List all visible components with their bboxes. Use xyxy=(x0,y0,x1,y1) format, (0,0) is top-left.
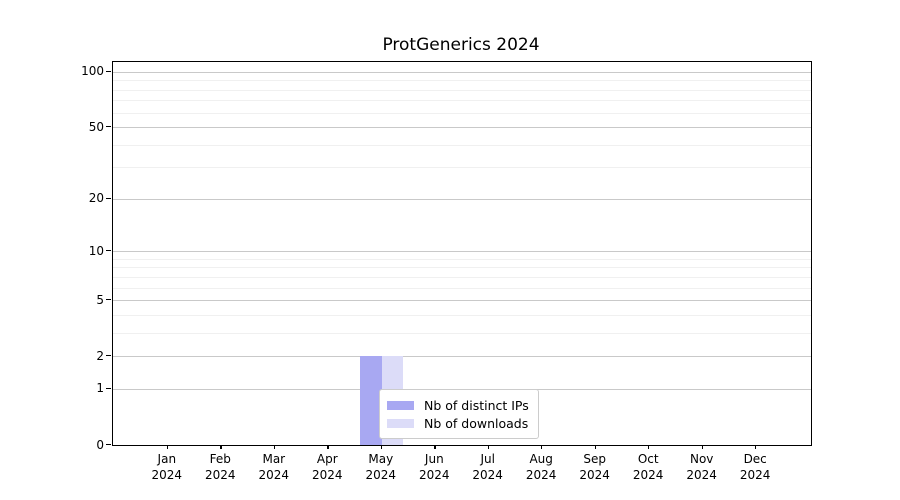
x-tick-label: Mar 2024 xyxy=(242,451,306,483)
y-tick-mark xyxy=(106,299,111,301)
x-tick-mark xyxy=(701,445,703,449)
x-tick-label: Oct 2024 xyxy=(616,451,680,483)
gridline-minor xyxy=(113,276,811,278)
x-tick-mark xyxy=(541,445,543,449)
x-tick-year: 2024 xyxy=(258,468,290,482)
gridline-minor xyxy=(113,258,811,260)
x-tick-label: Feb 2024 xyxy=(188,451,252,483)
y-tick-label: 0 xyxy=(96,437,104,452)
x-tick-year: 2024 xyxy=(472,468,503,482)
gridline-minor xyxy=(113,314,811,316)
x-tick-month: Dec xyxy=(743,452,767,466)
gridline-major xyxy=(113,251,811,253)
x-tick-label: Jun 2024 xyxy=(402,451,466,483)
y-tick-label: 50 xyxy=(88,119,104,134)
x-tick-month: Jun xyxy=(424,452,444,466)
x-tick-year: 2024 xyxy=(151,468,183,482)
x-tick-year: 2024 xyxy=(579,468,610,482)
x-tick-mark xyxy=(487,445,489,449)
x-tick-label: Aug 2024 xyxy=(509,451,573,483)
x-tick-label: Jul 2024 xyxy=(456,451,520,483)
y-tick-mark xyxy=(106,444,111,446)
gridline-minor xyxy=(113,267,811,269)
x-tick-month: Feb xyxy=(209,452,231,466)
y-tick-mark xyxy=(106,197,111,200)
legend-item: Nb of downloads xyxy=(387,414,529,432)
gridline-major xyxy=(113,300,811,302)
legend-label: Nb of downloads xyxy=(424,415,529,431)
y-tick-label: 20 xyxy=(88,191,104,206)
x-tick-mark xyxy=(594,445,596,449)
legend-item: Nb of distinct IPs xyxy=(387,396,529,414)
plot-area: Nb of distinct IPs Nb of downloads xyxy=(112,61,812,446)
y-tick-label: 2 xyxy=(96,348,104,363)
x-tick-year: 2024 xyxy=(365,468,397,482)
y-tick-mark xyxy=(106,70,111,73)
x-tick-label: Sep 2024 xyxy=(563,451,627,483)
x-tick-year: 2024 xyxy=(419,468,450,482)
x-tick-year: 2024 xyxy=(205,468,236,482)
gridline-minor xyxy=(113,144,811,146)
gridline-minor xyxy=(113,287,811,289)
x-tick-label: Dec 2024 xyxy=(723,451,787,483)
gridline-major xyxy=(113,127,811,128)
gridline-major xyxy=(113,356,811,358)
x-tick-year: 2024 xyxy=(312,468,343,482)
x-tick-year: 2024 xyxy=(686,468,717,482)
bar-nb-of-distinct-ips xyxy=(360,356,382,445)
x-tick-month: Jul xyxy=(480,452,495,466)
x-tick-month: Sep xyxy=(583,452,606,466)
x-tick-mark xyxy=(327,445,329,449)
x-tick-year: 2024 xyxy=(739,468,771,482)
gridline-major xyxy=(113,198,811,200)
x-tick-label: May 2024 xyxy=(349,451,413,483)
x-tick-month: May xyxy=(368,452,394,466)
x-tick-month: Mar xyxy=(262,452,286,466)
x-tick-mark xyxy=(273,445,276,449)
legend: Nb of distinct IPs Nb of downloads xyxy=(379,389,539,439)
legend-swatch xyxy=(387,400,414,410)
x-tick-mark xyxy=(434,445,436,449)
gridline-minor xyxy=(113,167,811,169)
y-tick-mark xyxy=(106,355,111,357)
x-tick-label: Nov 2024 xyxy=(670,451,734,483)
x-tick-label: Jan 2024 xyxy=(135,451,199,483)
legend-swatch xyxy=(387,418,414,428)
gridline-major xyxy=(113,71,811,73)
legend-label: Nb of distinct IPs xyxy=(424,397,529,413)
x-tick-mark xyxy=(380,445,383,449)
y-tick-mark xyxy=(106,387,111,390)
y-tick-label: 10 xyxy=(88,243,104,258)
gridline-minor xyxy=(113,100,811,102)
x-tick-month: Oct xyxy=(637,452,659,466)
x-tick-month: Apr xyxy=(316,452,338,466)
chart-title: ProtGenerics 2024 xyxy=(382,35,540,55)
gridline-minor xyxy=(113,80,811,82)
y-tick-label: 100 xyxy=(81,64,104,79)
y-tick-mark xyxy=(106,250,111,252)
x-tick-month: Aug xyxy=(529,452,553,466)
gridline-minor xyxy=(113,332,811,334)
x-tick-year: 2024 xyxy=(525,468,557,482)
gridline-minor xyxy=(113,112,811,114)
x-tick-mark xyxy=(220,445,222,449)
y-tick-label: 1 xyxy=(96,381,104,396)
y-tick-mark xyxy=(106,126,111,128)
y-tick-label: 5 xyxy=(96,292,104,307)
gridline-minor xyxy=(113,89,811,91)
x-tick-month: Jan xyxy=(157,452,177,466)
x-tick-mark xyxy=(648,445,650,449)
x-tick-label: Apr 2024 xyxy=(295,451,359,483)
x-tick-year: 2024 xyxy=(632,468,664,482)
x-tick-mark xyxy=(755,445,757,449)
x-tick-mark xyxy=(166,445,169,449)
x-tick-month: Nov xyxy=(689,452,714,466)
